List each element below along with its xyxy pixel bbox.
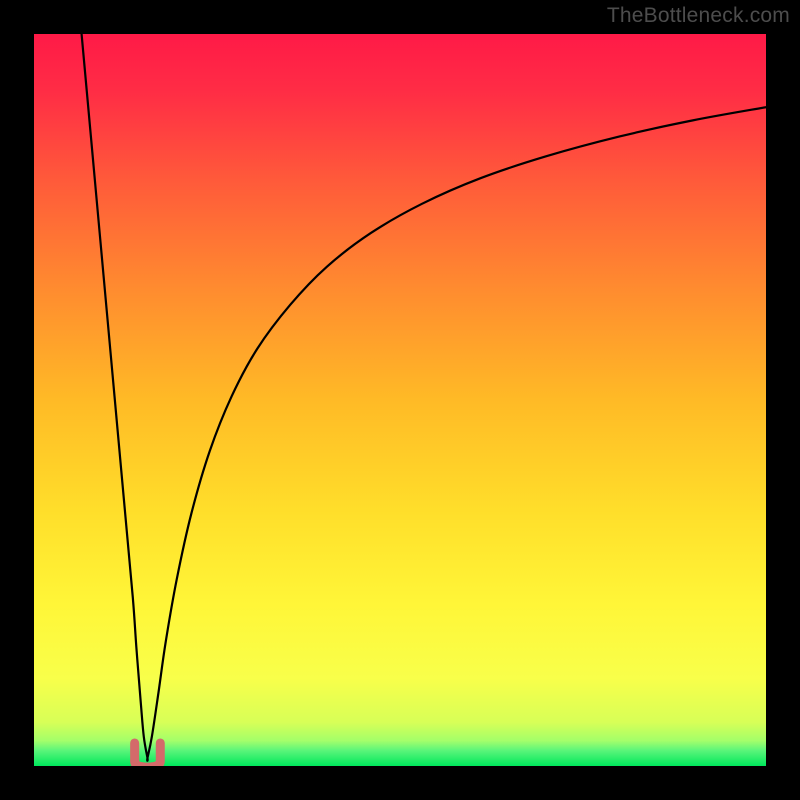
chart-container: TheBottleneck.com [0,0,800,800]
curve-layer [34,34,766,766]
plot-area [34,34,766,766]
watermark-text: TheBottleneck.com [607,4,790,28]
bottleneck-curve [82,34,766,761]
